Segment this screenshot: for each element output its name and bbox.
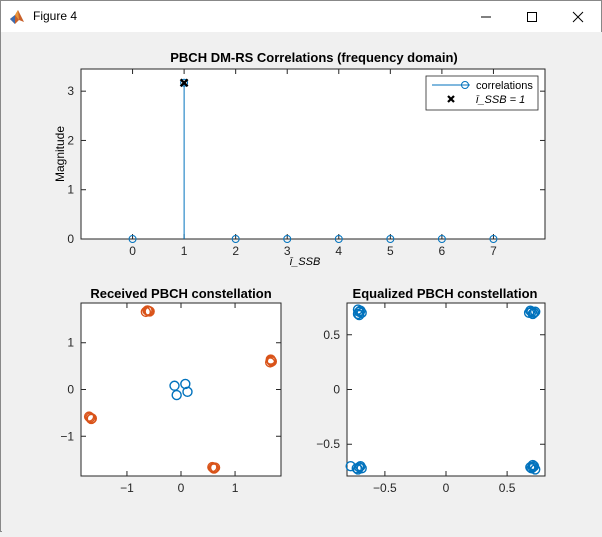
chart-title: Equalized PBCH constellation (353, 286, 538, 301)
scatter-point (530, 306, 541, 317)
y-tick-label: −1 (60, 429, 74, 443)
stem-marker (489, 235, 498, 243)
x-tick-label: 4 (335, 244, 342, 258)
scatter-point (171, 389, 182, 401)
x-tick-label: 2 (232, 244, 239, 258)
scatter-point (345, 460, 356, 472)
figure-canvas: PBCH DM-RS Correlations (frequency domai… (2, 32, 602, 532)
cross-stroke (179, 78, 189, 88)
plot-area (346, 302, 546, 477)
x-tick-label: 1 (181, 244, 188, 258)
scatter-point (525, 462, 536, 473)
y-tick-label: 0 (67, 383, 74, 397)
stem-marker (334, 235, 343, 243)
peak-cross-marker (179, 78, 189, 88)
x-tick-label: 6 (439, 244, 446, 258)
legend-label-issb: ī_SSB = 1 (476, 94, 525, 106)
minimize-button[interactable] (463, 1, 509, 32)
scatter-point (527, 459, 538, 471)
stem-marker (437, 235, 446, 243)
y-tick-label: 0 (67, 232, 74, 246)
y-tick-label: 0 (333, 383, 340, 397)
x-tick-label: 1 (232, 481, 239, 495)
x-tick-label: 7 (490, 244, 497, 258)
scatter-point (265, 354, 276, 365)
close-button[interactable] (555, 1, 601, 32)
legend-label-correlations: correlations (476, 80, 533, 92)
maximize-button[interactable] (509, 1, 555, 32)
legend: correlations ī_SSB = 1 (425, 75, 539, 111)
scatter-point (208, 463, 220, 474)
equalized-constellation-axes: Equalized PBCH constellation −0.5 0 0.5 −0… (316, 286, 546, 495)
y-tick-label: 1 (67, 183, 74, 197)
scatter-point (142, 305, 153, 316)
y-tick-label: 2 (67, 133, 74, 147)
correlation-axes: PBCH DM-RS Correlations (frequency domai… (53, 50, 546, 268)
x-tick-label: 3 (284, 244, 291, 258)
scatter-point (140, 306, 152, 318)
matlab-icon (10, 10, 24, 24)
scatter-point (523, 307, 535, 319)
scatter-point (84, 412, 96, 423)
chart-title: PBCH DM-RS Correlations (frequency domai… (170, 50, 457, 65)
received-constellation-axes: Received PBCH constellation −1 0 1 −1 0 1 (60, 286, 282, 495)
y-axis-label: Magnitude (53, 126, 67, 182)
window-title: Figure 4 (33, 9, 78, 23)
figure-svg: PBCH DM-RS Correlations (frequency domai… (53, 50, 546, 495)
plot-area (80, 302, 282, 477)
scatter-point (356, 463, 367, 474)
y-tick-label: 3 (67, 84, 74, 98)
scatter-point (209, 462, 221, 473)
scatter-point (352, 304, 364, 315)
x-tick-label: −1 (120, 481, 134, 495)
stem-marker (128, 235, 137, 243)
legend-circle-icon (461, 81, 469, 89)
y-tick-label: 0.5 (323, 328, 340, 342)
x-tick-label: 0 (129, 244, 136, 258)
x-tick-label: 0 (443, 481, 450, 495)
stem-marker (386, 235, 395, 243)
y-tick-label: −0.5 (316, 437, 340, 451)
scatter-point (355, 460, 366, 472)
x-axis-label: ī_SSB (290, 256, 321, 268)
scatter-point (83, 411, 95, 422)
stem-marker (283, 235, 292, 243)
scatter-point (169, 380, 180, 391)
x-tick-label: 5 (387, 244, 394, 258)
scatter-point (525, 305, 536, 316)
scatter-point (266, 356, 278, 367)
scatter-point (182, 386, 193, 398)
scatter-point (356, 307, 367, 319)
scatter-point (354, 309, 365, 321)
y-tick-label: 1 (67, 336, 74, 350)
x-tick-label: −0.5 (373, 481, 397, 495)
chart-title: Received PBCH constellation (90, 286, 271, 301)
minimize-icon (481, 16, 491, 17)
legend-cross-icon (447, 95, 455, 103)
scatter-point (86, 413, 98, 424)
maximize-icon (527, 11, 537, 22)
stem-marker (231, 235, 240, 243)
close-icon (572, 11, 584, 22)
x-tick-label: 0.5 (499, 481, 516, 495)
title-bar: Figure 4 (1, 1, 601, 32)
x-tick-label: 0 (178, 481, 185, 495)
stem-marker (180, 78, 189, 87)
